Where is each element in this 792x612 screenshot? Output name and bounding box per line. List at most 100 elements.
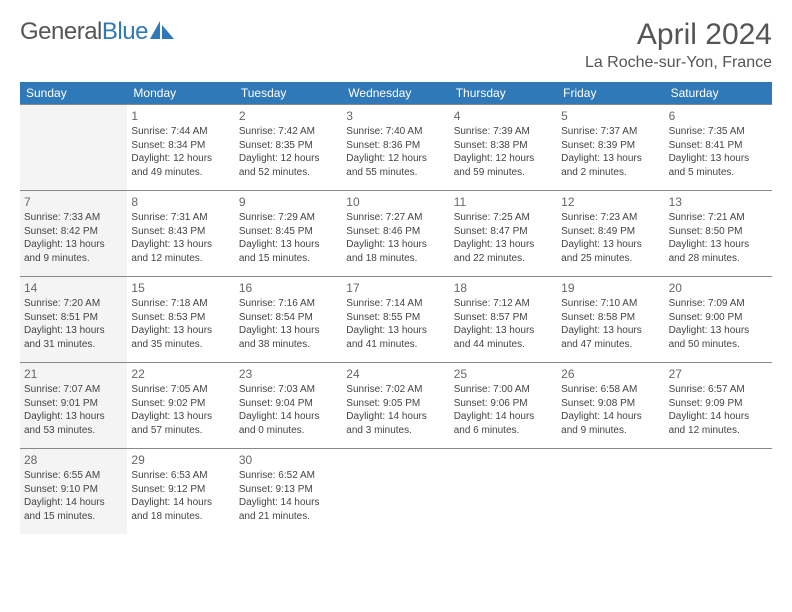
day-day1: Daylight: 12 hours	[131, 152, 230, 166]
calendar-cell: 1Sunrise: 7:44 AMSunset: 8:34 PMDaylight…	[127, 104, 234, 190]
day-day1: Daylight: 14 hours	[24, 496, 123, 510]
day-day1: Daylight: 13 hours	[561, 238, 660, 252]
day-sunset: Sunset: 8:58 PM	[561, 311, 660, 325]
day-sunset: Sunset: 8:35 PM	[239, 139, 338, 153]
weekday-header: Saturday	[665, 82, 772, 104]
day-day1: Daylight: 13 hours	[346, 324, 445, 338]
day-day2: and 0 minutes.	[239, 424, 338, 438]
day-day1: Daylight: 14 hours	[561, 410, 660, 424]
day-day2: and 2 minutes.	[561, 166, 660, 180]
day-sunrise: Sunrise: 7:07 AM	[24, 383, 123, 397]
calendar-cell: 2Sunrise: 7:42 AMSunset: 8:35 PMDaylight…	[235, 104, 342, 190]
day-sunset: Sunset: 9:05 PM	[346, 397, 445, 411]
day-number: 19	[561, 280, 660, 296]
logo-sail-icon	[150, 21, 176, 41]
calendar-cell	[450, 448, 557, 534]
day-day2: and 52 minutes.	[239, 166, 338, 180]
calendar-cell: 18Sunrise: 7:12 AMSunset: 8:57 PMDayligh…	[450, 276, 557, 362]
day-day2: and 38 minutes.	[239, 338, 338, 352]
day-sunrise: Sunrise: 7:23 AM	[561, 211, 660, 225]
day-day1: Daylight: 14 hours	[669, 410, 768, 424]
day-sunrise: Sunrise: 7:29 AM	[239, 211, 338, 225]
day-number: 22	[131, 366, 230, 382]
day-sunset: Sunset: 9:00 PM	[669, 311, 768, 325]
day-sunset: Sunset: 8:36 PM	[346, 139, 445, 153]
day-day2: and 57 minutes.	[131, 424, 230, 438]
calendar-cell: 5Sunrise: 7:37 AMSunset: 8:39 PMDaylight…	[557, 104, 664, 190]
day-day2: and 3 minutes.	[346, 424, 445, 438]
day-sunrise: Sunrise: 6:58 AM	[561, 383, 660, 397]
day-sunrise: Sunrise: 7:21 AM	[669, 211, 768, 225]
day-sunset: Sunset: 8:41 PM	[669, 139, 768, 153]
calendar-cell: 21Sunrise: 7:07 AMSunset: 9:01 PMDayligh…	[20, 362, 127, 448]
calendar-cell: 25Sunrise: 7:00 AMSunset: 9:06 PMDayligh…	[450, 362, 557, 448]
day-day1: Daylight: 14 hours	[239, 410, 338, 424]
day-day1: Daylight: 13 hours	[561, 324, 660, 338]
calendar-cell: 27Sunrise: 6:57 AMSunset: 9:09 PMDayligh…	[665, 362, 772, 448]
day-number: 10	[346, 194, 445, 210]
day-sunrise: Sunrise: 7:25 AM	[454, 211, 553, 225]
day-number: 9	[239, 194, 338, 210]
day-sunset: Sunset: 8:53 PM	[131, 311, 230, 325]
day-day2: and 53 minutes.	[24, 424, 123, 438]
day-number: 18	[454, 280, 553, 296]
calendar-cell	[557, 448, 664, 534]
weekday-header: Monday	[127, 82, 234, 104]
day-day1: Daylight: 14 hours	[239, 496, 338, 510]
calendar-cell	[665, 448, 772, 534]
day-sunrise: Sunrise: 7:42 AM	[239, 125, 338, 139]
day-sunrise: Sunrise: 7:35 AM	[669, 125, 768, 139]
day-sunrise: Sunrise: 6:57 AM	[669, 383, 768, 397]
day-sunrise: Sunrise: 7:37 AM	[561, 125, 660, 139]
calendar-cell: 8Sunrise: 7:31 AMSunset: 8:43 PMDaylight…	[127, 190, 234, 276]
day-day2: and 12 minutes.	[131, 252, 230, 266]
day-sunrise: Sunrise: 7:20 AM	[24, 297, 123, 311]
day-sunset: Sunset: 9:06 PM	[454, 397, 553, 411]
day-sunrise: Sunrise: 7:44 AM	[131, 125, 230, 139]
day-sunrise: Sunrise: 7:02 AM	[346, 383, 445, 397]
day-number: 25	[454, 366, 553, 382]
day-day1: Daylight: 13 hours	[669, 324, 768, 338]
brand-logo: GeneralBlue	[20, 18, 176, 46]
calendar-cell: 9Sunrise: 7:29 AMSunset: 8:45 PMDaylight…	[235, 190, 342, 276]
day-sunrise: Sunrise: 6:55 AM	[24, 469, 123, 483]
day-sunset: Sunset: 8:49 PM	[561, 225, 660, 239]
calendar-cell: 29Sunrise: 6:53 AMSunset: 9:12 PMDayligh…	[127, 448, 234, 534]
day-number: 29	[131, 452, 230, 468]
day-number: 3	[346, 108, 445, 124]
day-sunrise: Sunrise: 7:33 AM	[24, 211, 123, 225]
day-day1: Daylight: 13 hours	[24, 410, 123, 424]
day-number: 4	[454, 108, 553, 124]
day-sunset: Sunset: 8:46 PM	[346, 225, 445, 239]
day-day2: and 59 minutes.	[454, 166, 553, 180]
day-day1: Daylight: 12 hours	[239, 152, 338, 166]
day-sunrise: Sunrise: 7:40 AM	[346, 125, 445, 139]
calendar-cell: 16Sunrise: 7:16 AMSunset: 8:54 PMDayligh…	[235, 276, 342, 362]
calendar-cell: 26Sunrise: 6:58 AMSunset: 9:08 PMDayligh…	[557, 362, 664, 448]
day-number: 28	[24, 452, 123, 468]
day-sunrise: Sunrise: 7:09 AM	[669, 297, 768, 311]
day-number: 6	[669, 108, 768, 124]
day-number: 12	[561, 194, 660, 210]
day-number: 16	[239, 280, 338, 296]
day-day1: Daylight: 13 hours	[131, 238, 230, 252]
day-day1: Daylight: 13 hours	[239, 324, 338, 338]
day-sunrise: Sunrise: 7:14 AM	[346, 297, 445, 311]
day-sunrise: Sunrise: 7:31 AM	[131, 211, 230, 225]
day-day1: Daylight: 13 hours	[669, 238, 768, 252]
day-sunset: Sunset: 9:10 PM	[24, 483, 123, 497]
day-day1: Daylight: 14 hours	[346, 410, 445, 424]
day-number: 30	[239, 452, 338, 468]
day-sunset: Sunset: 8:39 PM	[561, 139, 660, 153]
day-day2: and 15 minutes.	[239, 252, 338, 266]
calendar-cell: 23Sunrise: 7:03 AMSunset: 9:04 PMDayligh…	[235, 362, 342, 448]
weekday-header: Tuesday	[235, 82, 342, 104]
calendar-cell	[20, 104, 127, 190]
day-day2: and 47 minutes.	[561, 338, 660, 352]
calendar-cell: 6Sunrise: 7:35 AMSunset: 8:41 PMDaylight…	[665, 104, 772, 190]
day-sunset: Sunset: 9:01 PM	[24, 397, 123, 411]
weekday-header: Thursday	[450, 82, 557, 104]
day-day1: Daylight: 12 hours	[346, 152, 445, 166]
day-day1: Daylight: 12 hours	[454, 152, 553, 166]
day-day1: Daylight: 13 hours	[239, 238, 338, 252]
